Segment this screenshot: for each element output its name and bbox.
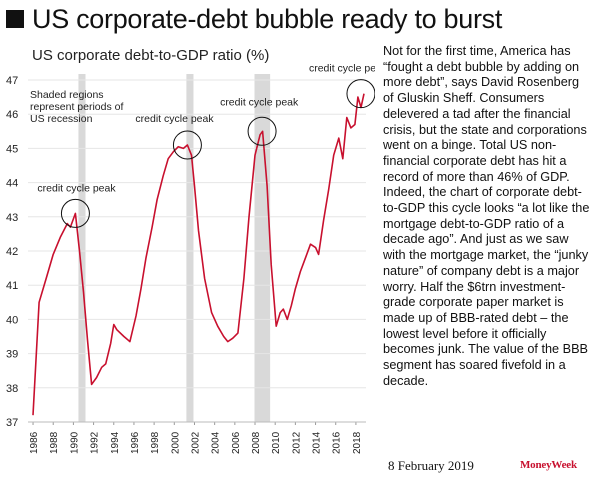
- recession-band: [78, 74, 86, 422]
- x-tick-label: 2008: [251, 431, 262, 454]
- x-tick-label: 1992: [90, 431, 101, 454]
- y-tick-label: 41: [6, 280, 18, 292]
- x-tick-label: 2018: [352, 431, 363, 454]
- y-tick-label: 44: [6, 178, 18, 190]
- recession-band: [186, 74, 194, 422]
- peak-label: credit cycle peak: [135, 113, 214, 125]
- x-tick-label: 1988: [49, 431, 60, 454]
- peak-label: credit cycle peak: [220, 96, 299, 108]
- chart-title: US corporate debt-to-GDP ratio (%): [32, 47, 270, 64]
- headline: US corporate-debt bubble ready to burst: [6, 2, 502, 36]
- chart: 37 38 39 40 41 42 43 44 45 46 47 1986 1988 1990 1992 19…: [6, 63, 375, 454]
- y-tick-label: 40: [6, 314, 18, 326]
- x-tick-label: 1986: [29, 431, 40, 454]
- y-tick-label: 42: [6, 246, 18, 258]
- series-line: [32, 93, 365, 416]
- recession-band: [254, 74, 271, 422]
- x-tick-label: 1994: [110, 431, 121, 454]
- x-tick-label: 1998: [150, 431, 161, 454]
- x-tick-label: 2006: [231, 431, 242, 454]
- peak-circle: [172, 130, 202, 160]
- x-tick-label: 2016: [332, 431, 343, 454]
- peak-label: credit cycle peak: [309, 63, 375, 75]
- y-tick-label: 38: [6, 383, 18, 395]
- recession-note: Shaded regions represent periods of US rec…: [30, 89, 123, 125]
- y-tick-label: 39: [6, 349, 18, 361]
- x-tick-label: 2002: [190, 431, 201, 454]
- x-tick-label: 2010: [271, 431, 282, 454]
- recession-note-line: Shaded regions: [30, 89, 104, 101]
- recession-note-line: represent periods of: [30, 101, 123, 113]
- peak-label: credit cycle peak: [37, 182, 116, 194]
- x-tick-label: 1996: [130, 431, 141, 454]
- footer-brand-logo: MoneyWeek: [520, 459, 577, 471]
- peak-circle: [60, 198, 90, 228]
- peak-circle: [247, 116, 277, 146]
- headline-text: US corporate-debt bubble ready to burst: [32, 3, 503, 34]
- y-tick-label: 37: [6, 417, 18, 429]
- x-tick-label: 2004: [211, 431, 222, 454]
- x-tick-label: 2012: [291, 431, 302, 454]
- y-tick-label: 45: [6, 143, 18, 155]
- x-tick-label: 2000: [170, 431, 181, 454]
- article-body-text: Not for the first time, America has “fou…: [383, 44, 590, 388]
- footer-date: 8 February 2019: [388, 458, 474, 473]
- y-tick-label: 46: [6, 109, 18, 121]
- recession-note-line: US recession: [30, 113, 93, 125]
- x-tick-label: 2014: [312, 431, 323, 454]
- y-tick-label: 47: [6, 75, 18, 87]
- headline-square-bullet: [6, 10, 24, 28]
- peak-circle: [346, 79, 375, 109]
- x-tick-label: 1990: [69, 431, 80, 454]
- y-tick-label: 43: [6, 212, 18, 224]
